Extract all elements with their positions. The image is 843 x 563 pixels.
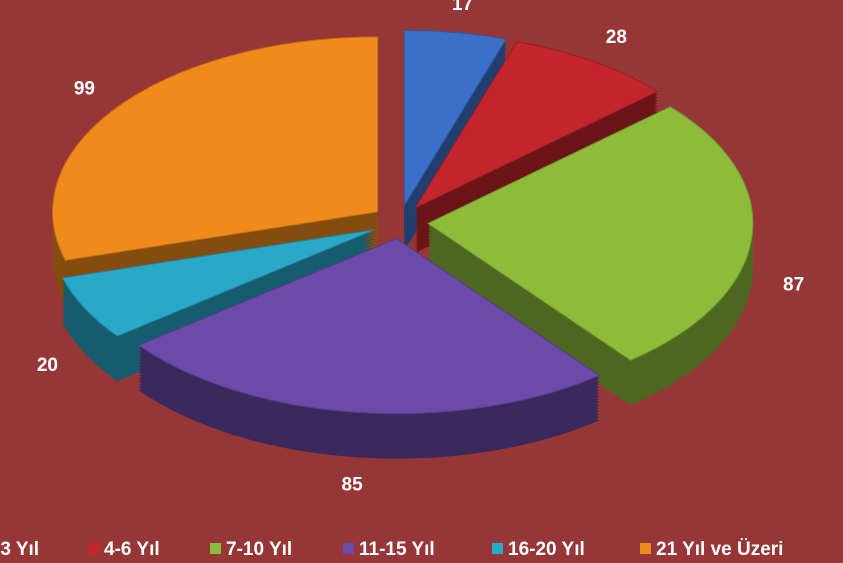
legend-label: 11-15 Yıl <box>359 539 435 560</box>
slice <box>137 238 601 415</box>
data-label: 17 <box>452 0 473 15</box>
legend-swatch <box>492 543 503 554</box>
slice <box>426 106 754 361</box>
data-label: 87 <box>783 275 804 296</box>
legend-swatch <box>640 543 651 554</box>
data-label: 85 <box>342 474 364 495</box>
legend-swatch <box>343 543 354 554</box>
legend-label: 4-6 Yıl <box>104 539 160 560</box>
legend-swatch <box>88 543 99 554</box>
slice <box>52 36 379 261</box>
legend-label: 7-10 Yıl <box>226 539 292 560</box>
data-label: 99 <box>74 79 95 100</box>
legend-label: 16-20 Yıl <box>508 539 585 560</box>
legend-label: -3 Yıl <box>0 539 39 560</box>
data-label: 28 <box>606 27 627 48</box>
legend-swatch <box>210 543 221 554</box>
slice <box>61 229 376 337</box>
data-label: 20 <box>37 355 58 376</box>
slice <box>403 29 507 208</box>
slice <box>414 41 659 210</box>
legend-label: 21 Yıl ve Üzeri <box>656 539 783 560</box>
